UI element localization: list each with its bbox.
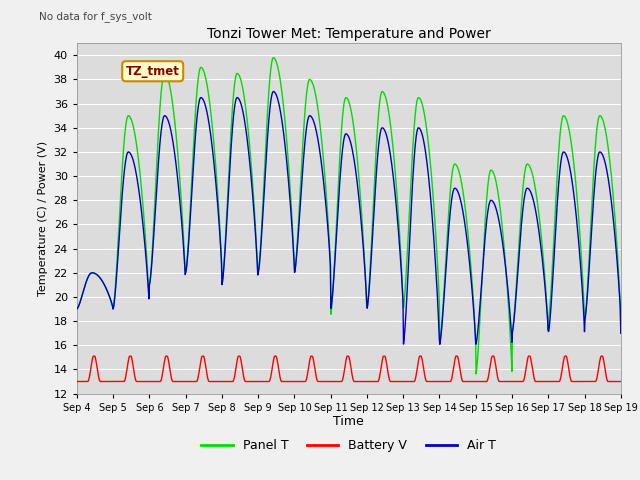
- Legend: Panel T, Battery V, Air T: Panel T, Battery V, Air T: [196, 434, 501, 457]
- Y-axis label: Temperature (C) / Power (V): Temperature (C) / Power (V): [38, 141, 48, 296]
- Title: Tonzi Tower Met: Temperature and Power: Tonzi Tower Met: Temperature and Power: [207, 27, 491, 41]
- X-axis label: Time: Time: [333, 415, 364, 429]
- Text: No data for f_sys_volt: No data for f_sys_volt: [38, 11, 152, 22]
- Text: TZ_tmet: TZ_tmet: [125, 65, 180, 78]
